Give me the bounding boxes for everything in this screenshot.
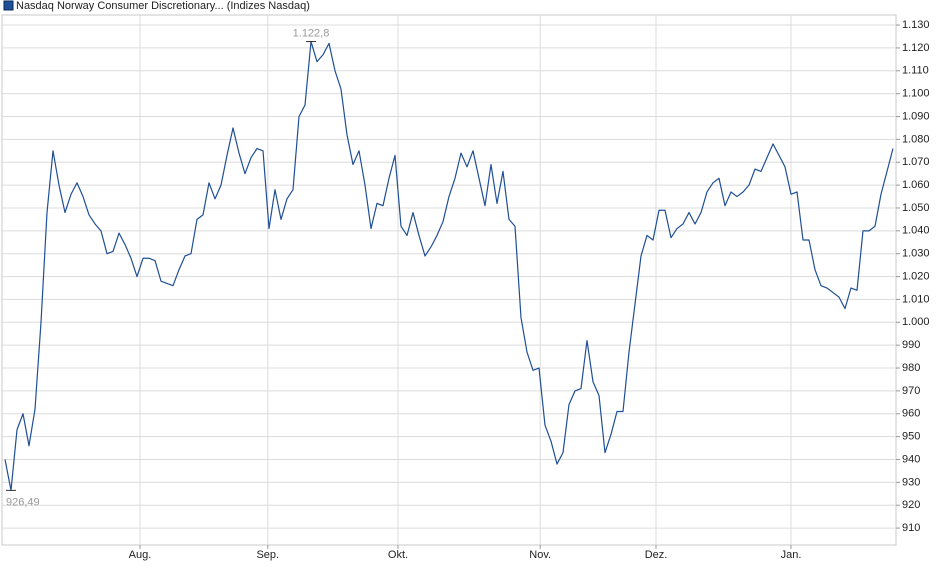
y-tick-label: 1.130	[902, 19, 930, 31]
y-tick-label: 920	[902, 499, 920, 511]
plot-area	[1, 14, 897, 546]
y-tick-label: 990	[902, 339, 920, 351]
annotation-label: 926,49	[6, 496, 40, 508]
y-tick-label: 1.060	[902, 179, 930, 191]
x-tick-label: Aug.	[129, 549, 152, 561]
y-tick-label: 1.020	[902, 270, 930, 282]
y-tick-label: 1.050	[902, 202, 930, 214]
y-tick-label: 970	[902, 385, 920, 397]
y-tick-label: 1.110	[902, 65, 929, 77]
y-tick-label: 1.000	[902, 316, 930, 328]
y-tick-label: 930	[902, 476, 920, 488]
y-tick-label: 940	[902, 453, 920, 465]
y-tick-label: 1.120	[902, 42, 930, 54]
y-tick-label: 1.100	[902, 88, 930, 100]
x-tick-label: Jan.	[781, 549, 802, 561]
y-tick-label: 1.030	[902, 248, 930, 260]
y-tick-label: 1.090	[902, 110, 930, 122]
x-tick-label: Okt.	[388, 549, 408, 561]
x-tick-label: Nov.	[529, 549, 551, 561]
y-tick-label: 950	[902, 431, 920, 443]
x-tick-label: Dez.	[645, 549, 668, 561]
y-tick-label: 1.010	[902, 293, 930, 305]
y-tick-label: 1.080	[902, 133, 930, 145]
price-line	[4, 40, 894, 491]
annotation-label: 1.122,8	[293, 27, 330, 39]
y-tick-label: 1.040	[902, 225, 930, 237]
legend-swatch	[3, 0, 14, 11]
y-tick-label: 960	[902, 408, 920, 420]
y-tick-label: 1.070	[902, 156, 930, 168]
y-tick-label: 980	[902, 362, 920, 374]
y-tick-label: 910	[902, 522, 920, 534]
x-tick-label: Sep.	[256, 549, 279, 561]
legend-label: Nasdaq Norway Consumer Discretionary... …	[16, 0, 310, 12]
